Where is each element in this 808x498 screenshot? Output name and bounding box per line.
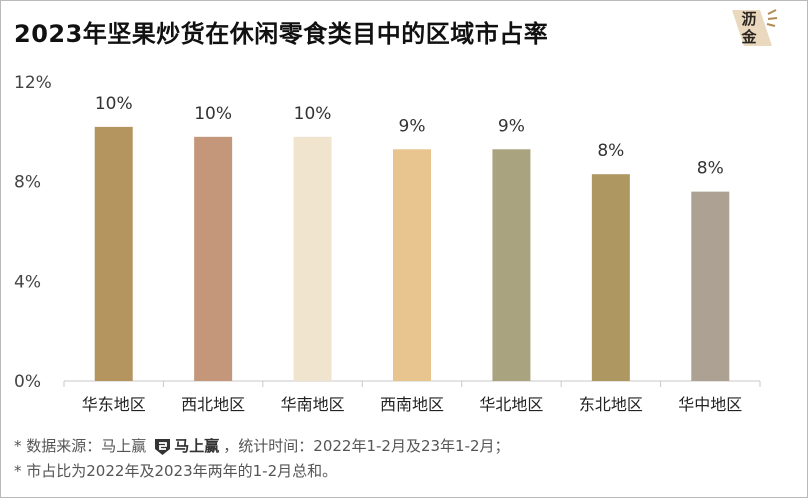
logo-text: 沥 金 [734, 10, 764, 46]
bar [591, 174, 630, 381]
x-tick-label: 东北地区 [579, 395, 643, 414]
footnote-source-suffix: ，统计时间：2022年1-2月及23年1-2月； [223, 437, 510, 455]
bar [293, 136, 332, 381]
x-tick-label: 西北地区 [181, 395, 245, 414]
bar [393, 149, 431, 381]
mashangying-logo-icon [155, 438, 171, 455]
data-label: 10% [294, 104, 332, 124]
data-label: 8% [597, 141, 624, 161]
footnote-source: * 数据来源：马上赢 马上赢 ，统计时间：2022年1-2月及23年1-2月； [14, 434, 510, 459]
footnote-note: * 市占比为2022年及2023年两年的1-2月总和。 [14, 462, 338, 480]
x-tick-label: 西南地区 [380, 395, 444, 414]
bar [492, 149, 531, 381]
x-tick-label: 华南地区 [281, 395, 345, 414]
bar [691, 191, 730, 381]
x-tick-label: 华中地区 [678, 395, 742, 414]
brand-mark: 马上赢 [154, 434, 219, 459]
footnotes: * 数据来源：马上赢 马上赢 ，统计时间：2022年1-2月及23年1-2月； … [14, 434, 510, 484]
data-label: 9% [399, 116, 426, 136]
x-tick-label: 华北地区 [479, 395, 543, 414]
data-label: 10% [95, 94, 133, 114]
data-label: 10% [194, 104, 232, 124]
brand-name: 马上赢 [174, 437, 220, 455]
logo-text-bottom: 金 [741, 28, 757, 46]
data-label: 9% [498, 116, 525, 136]
y-tick-label: 0% [14, 372, 41, 392]
y-tick-label: 4% [14, 272, 41, 292]
data-label: 8% [697, 159, 724, 179]
chart-title: 2023年坚果炒货在休闲零食类目中的区域市占率 [14, 20, 549, 48]
footnote-source-prefix: * 数据来源：马上赢 [14, 437, 147, 455]
y-tick-label: 8% [14, 173, 41, 193]
logo-text-top: 沥 [741, 10, 757, 28]
x-tick-label: 华东地区 [82, 395, 146, 414]
y-tick-label: 12% [14, 73, 52, 93]
bar [94, 126, 133, 381]
bar-chart: 0% 4% 8% 12% 10% 华东地区 10% 西北地区 10% 华南地区 9% 西南地区 9% 华北… [14, 73, 761, 414]
lijin-logo-icon [732, 9, 778, 46]
bar [194, 136, 233, 381]
